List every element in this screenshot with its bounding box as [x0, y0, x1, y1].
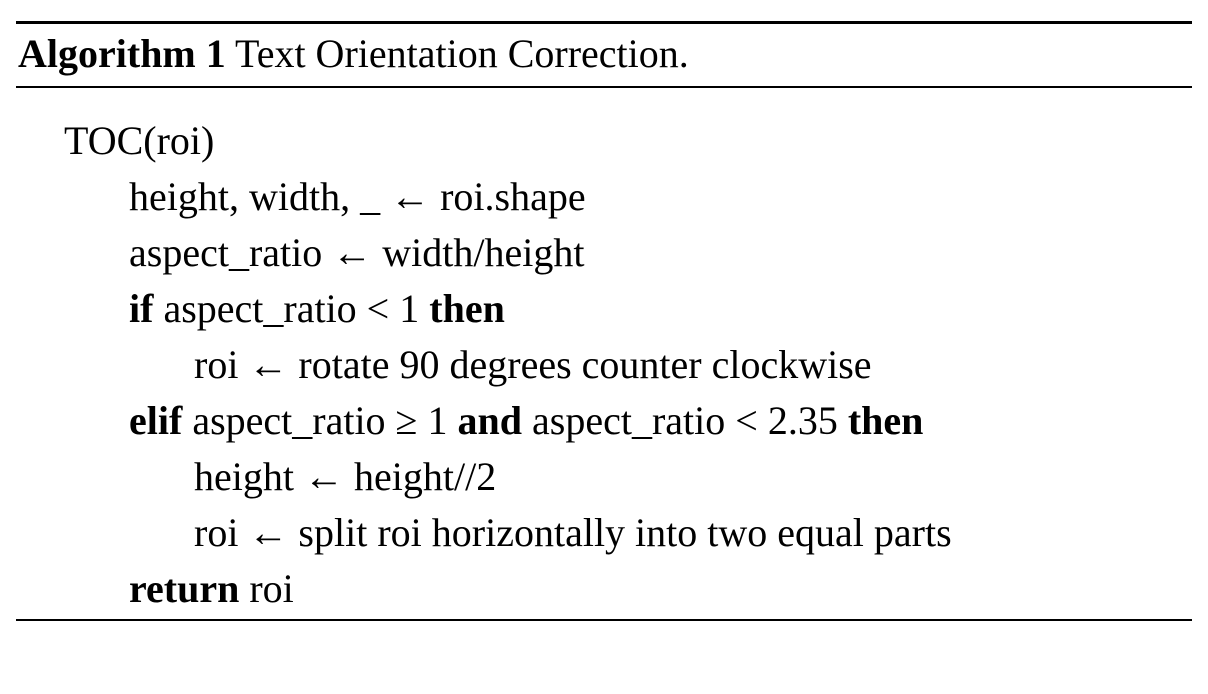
if-condition: aspect_ratio < 1 — [153, 286, 430, 331]
then-keyword: then — [429, 286, 505, 331]
then-keyword: then — [847, 398, 924, 443]
return-keyword: return — [129, 566, 240, 611]
elif-keyword: elif — [129, 398, 183, 443]
algorithm-title: Text Orientation Correction. — [235, 31, 689, 76]
if-keyword: if — [129, 286, 154, 331]
shape-assignment: height, width, _ ← roi.shape — [129, 174, 586, 219]
rotate-statement: roi ← rotate 90 degrees counter clockwis… — [194, 342, 872, 387]
return-value: roi — [239, 566, 294, 611]
function-signature: TOC(roi) — [64, 118, 215, 163]
if-statement: if aspect_ratio < 1 then — [129, 284, 505, 334]
aspect-assignment: aspect_ratio ← width/height — [129, 230, 585, 275]
top-rule — [16, 21, 1192, 24]
elif-statement: elif aspect_ratio ≥ 1 and aspect_ratio <… — [129, 396, 923, 446]
algorithm-caption: Algorithm 1 Text Orientation Correction. — [18, 28, 689, 80]
halve-statement: height ← height//2 — [194, 454, 497, 499]
algorithm-label: Algorithm 1 — [18, 31, 226, 76]
return-statement: return roi — [129, 564, 294, 614]
elif-condition-2: aspect_ratio < 2.35 — [522, 398, 848, 443]
bottom-rule — [16, 619, 1192, 621]
caption-rule — [16, 86, 1192, 88]
split-statement: roi ← split roi horizontally into two eq… — [194, 510, 952, 555]
elif-condition-1: aspect_ratio ≥ 1 — [182, 398, 458, 443]
and-keyword: and — [457, 398, 523, 443]
